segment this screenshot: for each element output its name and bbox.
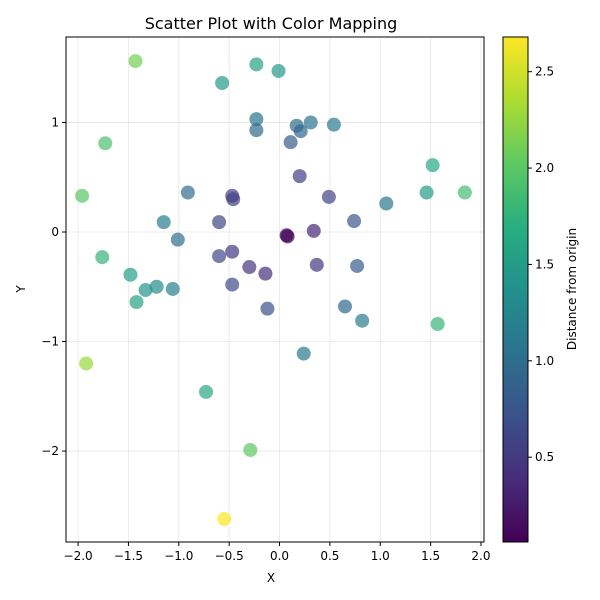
scatter-point <box>379 196 394 211</box>
colorbar-tick-label: 0.5 <box>535 450 554 464</box>
scatter-point <box>170 232 185 247</box>
scatter-point <box>355 313 370 328</box>
scatter-point <box>350 258 365 273</box>
scatter-point <box>249 123 264 138</box>
scatter-point <box>296 346 311 361</box>
scatter-point <box>249 112 264 127</box>
y-axis-label: Y <box>14 285 28 294</box>
scatter-point <box>292 169 307 184</box>
scatter-point <box>123 267 138 282</box>
scatter-point <box>98 136 113 151</box>
scatter-point <box>321 189 336 204</box>
scatter-point <box>226 192 241 207</box>
scatter-point <box>165 281 180 296</box>
colorbar-ticks: 0.5 1.0 1.5 2.0 2.5 <box>528 65 554 464</box>
scatter-point <box>212 249 227 264</box>
scatter-point <box>306 223 321 238</box>
plot-frame <box>65 36 485 543</box>
scatter-point <box>326 117 341 132</box>
scatter-point <box>293 124 308 139</box>
x-tick-label: 0.5 <box>320 549 339 563</box>
x-tick-label: −2.0 <box>64 549 93 563</box>
y-tick-label: 1 <box>51 115 59 129</box>
chart-title: Scatter Plot with Color Mapping <box>145 14 398 33</box>
x-axis-ticks: −2.0 −1.5 −1.0 −0.5 0.0 0.5 1.0 1.5 2.0 <box>64 542 491 563</box>
scatter-point <box>149 279 164 294</box>
x-tick-label: 1.5 <box>421 549 440 563</box>
x-tick-label: 1.0 <box>371 549 390 563</box>
y-tick-label: −2 <box>41 444 59 458</box>
data-points <box>75 54 472 526</box>
scatter-point <box>419 185 434 200</box>
y-axis-ticks: −2 −1 0 1 <box>41 115 66 458</box>
scatter-point <box>199 384 214 399</box>
colorbar <box>502 36 529 543</box>
colorbar-tick-label: 1.0 <box>535 354 554 368</box>
scatter-point <box>129 295 144 310</box>
scatter-point <box>156 215 171 230</box>
scatter-point <box>283 135 298 150</box>
scatter-point <box>79 356 94 371</box>
scatter-point <box>225 277 240 292</box>
scatter-point <box>249 57 264 72</box>
x-tick-label: −1.5 <box>114 549 143 563</box>
scatter-point <box>217 511 232 526</box>
scatter-point <box>258 266 273 281</box>
scatter-point <box>280 229 295 244</box>
scatter-point <box>338 299 353 314</box>
colorbar-tick-label: 2.0 <box>535 161 554 175</box>
x-tick-label: 0.0 <box>270 549 289 563</box>
scatter-point <box>242 260 257 275</box>
x-tick-label: −0.5 <box>215 549 244 563</box>
scatter-point <box>212 215 227 230</box>
colorbar-tick-label: 2.5 <box>535 65 554 79</box>
scatter-point <box>128 54 143 69</box>
scatter-point <box>425 158 440 173</box>
y-tick-label: 0 <box>51 225 59 239</box>
colorbar-label: Distance from origin <box>565 228 579 350</box>
scatter-point <box>271 63 286 78</box>
y-tick-label: −1 <box>41 335 59 349</box>
grid <box>66 37 484 542</box>
scatter-point <box>430 317 445 332</box>
x-axis-label: X <box>267 571 275 585</box>
scatter-point <box>260 301 275 316</box>
scatter-point <box>309 257 324 272</box>
scatter-point <box>180 185 195 200</box>
scatter-point <box>457 185 472 200</box>
scatter-point <box>347 214 362 229</box>
scatter-point <box>95 250 110 265</box>
scatter-point <box>225 244 240 259</box>
scatter-point <box>215 76 230 91</box>
colorbar-tick-label: 1.5 <box>535 257 554 271</box>
scatter-point <box>303 115 318 130</box>
x-tick-label: 2.0 <box>471 549 490 563</box>
scatter-point <box>243 442 258 457</box>
scatter-point <box>75 188 90 203</box>
scatter-point <box>138 283 153 298</box>
x-tick-label: −1.0 <box>164 549 193 563</box>
